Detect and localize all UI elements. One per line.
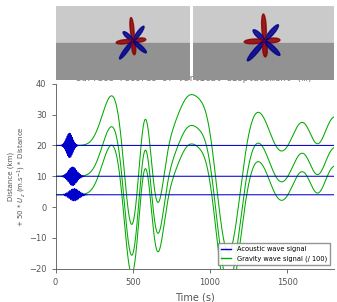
Ellipse shape [123,32,133,41]
Ellipse shape [253,30,264,40]
Ellipse shape [262,14,266,40]
Ellipse shape [132,41,136,55]
X-axis label: Time (s): Time (s) [175,292,214,302]
Ellipse shape [263,42,267,57]
Ellipse shape [265,41,280,55]
Ellipse shape [130,18,134,40]
Ellipse shape [133,26,144,40]
Ellipse shape [120,42,133,59]
Ellipse shape [244,39,264,44]
Bar [193,6,334,43]
Legend: Acoustic wave signal, Gravity wave signal (/ 100): Acoustic wave signal, Gravity wave signa… [218,243,330,265]
Bar [193,43,334,80]
Ellipse shape [265,25,278,40]
Ellipse shape [265,38,280,43]
Ellipse shape [116,40,132,44]
Title: Surface records of Vertical displacement (m): Surface records of Vertical displacement… [76,74,313,83]
Bar [56,43,190,80]
Ellipse shape [134,38,146,42]
Ellipse shape [134,41,146,53]
Ellipse shape [247,42,264,61]
Bar [56,6,190,43]
Y-axis label: Distance (km)
+ 50 * $U_z$ (m.s$^{-1}$) * Distance: Distance (km) + 50 * $U_z$ (m.s$^{-1}$) … [7,126,28,227]
